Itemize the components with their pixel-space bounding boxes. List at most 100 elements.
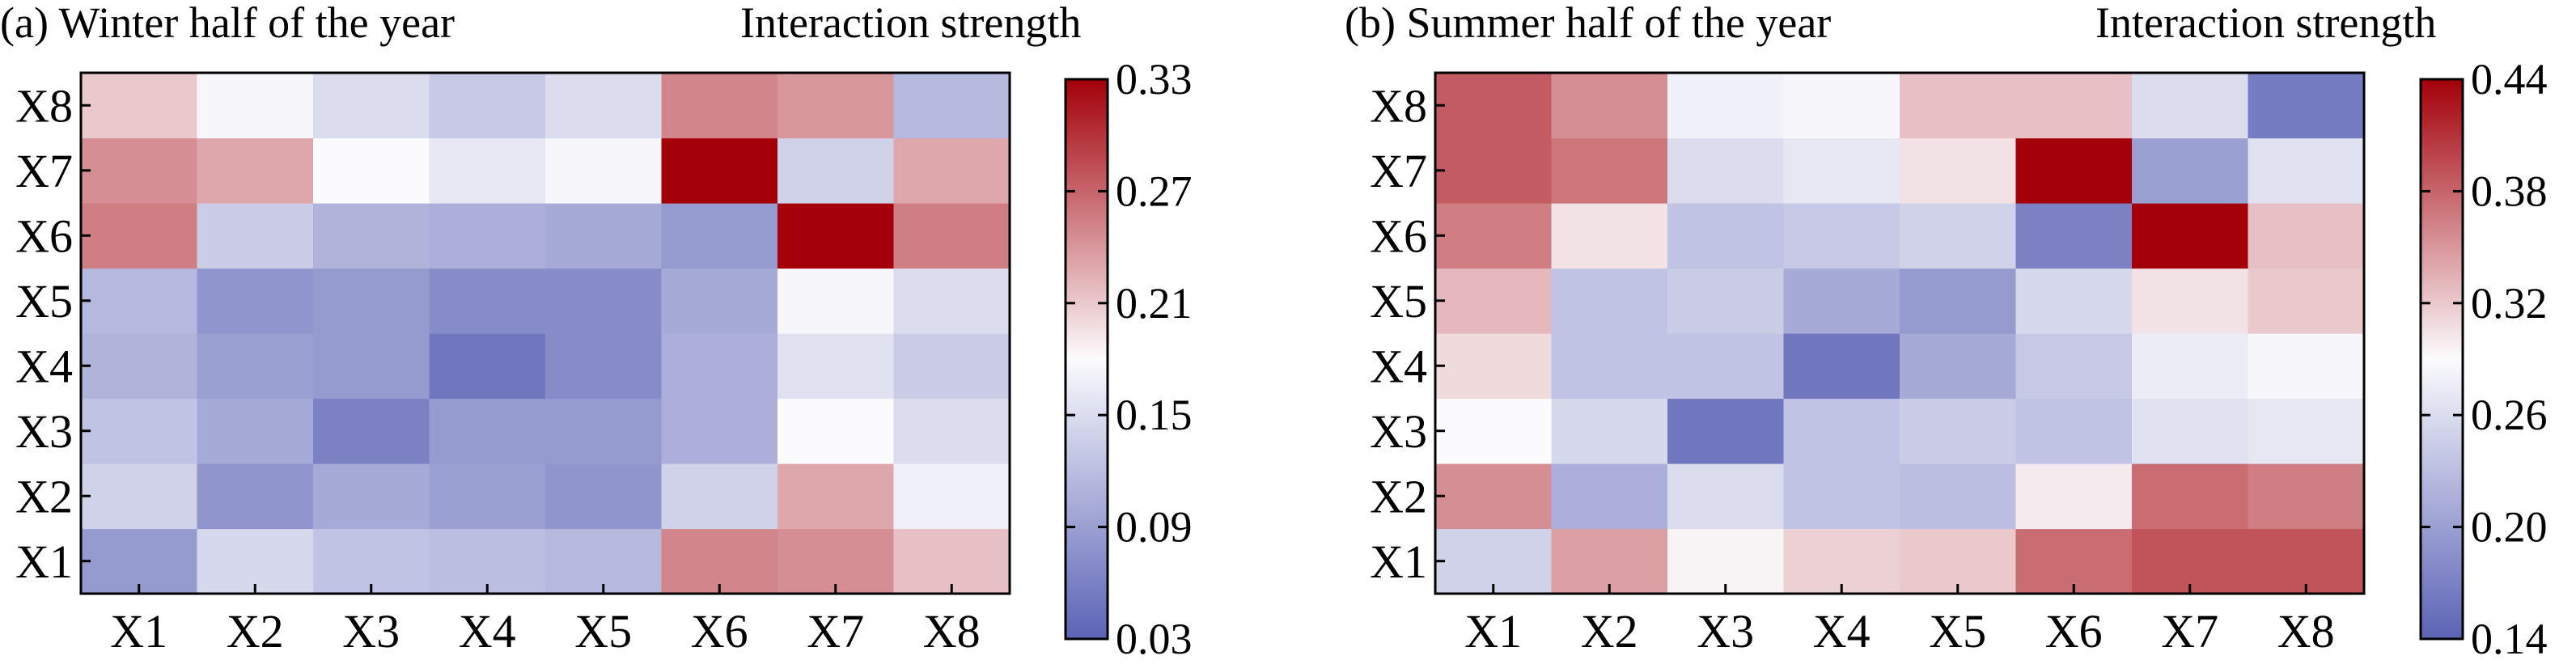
heatmap-cell-winter-X8-X2	[197, 73, 314, 139]
heatmap-cell-summer-X6-X1	[1435, 203, 1553, 269]
y-tick-label: X1	[15, 535, 73, 588]
colorbar-tick-label: 0.26	[2471, 391, 2548, 439]
x-tick-label: X7	[2161, 605, 2218, 658]
heatmap-cell-summer-X5-X6	[2015, 268, 2133, 334]
heatmap-cell-winter-X7-X4	[429, 137, 546, 204]
colorbar-gradient-summer	[2419, 78, 2464, 641]
heatmap-cell-winter-X8-X1	[81, 73, 198, 139]
x-tick-label: X4	[459, 605, 516, 658]
heatmap-cell-winter-X5-X8	[893, 268, 1010, 334]
heatmap-cell-winter-X8-X5	[545, 73, 663, 139]
heatmap-cell-summer-X5-X5	[1900, 268, 2017, 334]
heatmap-cell-winter-X4-X2	[197, 333, 314, 400]
heatmap-cell-summer-X7-X4	[1783, 137, 1900, 204]
heatmap-cell-winter-X6-X4	[429, 203, 546, 269]
heatmap-cell-summer-X3-X1	[1435, 398, 1553, 464]
heatmap-cell-winter-X4-X5	[545, 333, 663, 400]
heatmap-cell-winter-X7-X2	[197, 137, 314, 204]
heatmap-cell-summer-X2-X2	[1551, 463, 1668, 530]
heatmap-cell-winter-X6-X6	[661, 203, 778, 269]
heatmap-cell-winter-X2-X1	[81, 463, 198, 530]
colorbar-tick-label: 0.33	[1116, 55, 1193, 104]
heatmap-cell-winter-X3-X5	[545, 398, 663, 464]
y-tick-label: X6	[1370, 209, 1427, 262]
heatmap-panel-summer: (b) Summer half of the year Interaction …	[1345, 0, 2548, 663]
x-tick-label: X5	[1929, 605, 1986, 658]
heatmap-cell-winter-X1-X1	[81, 528, 198, 594]
heatmap-cell-winter-X1-X7	[777, 528, 895, 594]
heatmap-cell-winter-X2-X6	[661, 463, 778, 530]
heatmap-cell-winter-X3-X4	[429, 398, 546, 464]
heatmap-cell-winter-X2-X7	[777, 463, 895, 530]
heatmap-cell-winter-X6-X7	[777, 203, 895, 269]
heatmap-cell-summer-X1-X8	[2248, 528, 2365, 594]
heatmap-cell-winter-X3-X1	[81, 398, 198, 464]
heatmap-cell-summer-X3-X8	[2248, 398, 2365, 464]
heatmap-cell-summer-X6-X2	[1551, 203, 1668, 269]
x-tick-label: X7	[807, 605, 864, 658]
heatmap-panel-winter: (a) Winter half of the year Interaction …	[0, 0, 1193, 663]
heatmap-cell-summer-X2-X8	[2248, 463, 2365, 530]
colorbar-winter: 0.33 0.27 0.21 0.15 0.09 0.03	[1064, 55, 1193, 663]
colorbar-tick-label: 0.44	[2471, 55, 2548, 104]
heatmap-cell-summer-X2-X7	[2132, 463, 2249, 530]
colorbar-summer: 0.44 0.38 0.32 0.26 0.20 0.14	[2419, 55, 2548, 663]
heatmap-cell-winter-X6-X3	[313, 203, 430, 269]
heatmap-cell-winter-X4-X8	[893, 333, 1010, 400]
colorbar-tick-label: 0.38	[2471, 167, 2548, 215]
heatmap-cell-winter-X4-X1	[81, 333, 198, 400]
x-tick-label: X3	[1697, 605, 1754, 658]
heatmap-cell-winter-X7-X7	[777, 137, 895, 204]
panel-title-winter: (a) Winter half of the year	[0, 0, 455, 47]
y-tick-label: X3	[15, 405, 73, 458]
heatmap-cells-summer	[1435, 73, 2365, 594]
heatmap-cell-winter-X5-X2	[197, 268, 314, 334]
heatmap-cell-winter-X6-X5	[545, 203, 663, 269]
heatmap-cell-summer-X8-X5	[1900, 73, 2017, 139]
y-axis-winter: X1 X2 X3 X4 X5 X6 X7 X8	[15, 79, 91, 588]
heatmap-cell-winter-X5-X7	[777, 268, 895, 334]
heatmap-cell-winter-X2-X3	[313, 463, 430, 530]
heatmap-cell-winter-X7-X8	[893, 137, 1010, 204]
heatmap-cell-summer-X7-X8	[2248, 137, 2365, 204]
y-tick-label: X8	[1370, 79, 1427, 132]
colorbar-tick-label: 0.21	[1116, 279, 1193, 328]
x-tick-label: X4	[1813, 605, 1871, 658]
heatmap-cell-winter-X1-X8	[893, 528, 1010, 594]
y-tick-label: X7	[15, 145, 73, 197]
x-tick-label: X3	[342, 605, 400, 658]
heatmap-cell-winter-X2-X5	[545, 463, 663, 530]
plot-frame-winter	[79, 71, 1011, 595]
heatmap-cell-winter-X5-X5	[545, 268, 663, 334]
colorbar-tick-label: 0.03	[1116, 615, 1193, 663]
heatmap-cell-summer-X5-X2	[1551, 268, 1668, 334]
y-tick-label: X2	[15, 470, 73, 522]
heatmap-cell-summer-X6-X8	[2248, 203, 2365, 269]
heatmap-cell-summer-X1-X5	[1900, 528, 2017, 594]
heatmap-cell-summer-X8-X7	[2132, 73, 2249, 139]
heatmap-cell-winter-X1-X6	[661, 528, 778, 594]
heatmap-cell-summer-X1-X1	[1435, 528, 1553, 594]
x-tick-label: X1	[110, 605, 167, 658]
heatmap-cell-summer-X8-X3	[1667, 73, 1785, 139]
heatmap-cell-summer-X7-X6	[2015, 137, 2133, 204]
heatmap-cell-winter-X5-X4	[429, 268, 546, 334]
heatmap-cell-summer-X5-X3	[1667, 268, 1785, 334]
heatmap-cell-summer-X7-X5	[1900, 137, 2017, 204]
heatmap-cell-summer-X8-X2	[1551, 73, 1668, 139]
colorbar-tick-label: 0.15	[1116, 391, 1193, 439]
heatmap-cell-winter-X2-X2	[197, 463, 314, 530]
heatmap-cell-winter-X1-X2	[197, 528, 314, 594]
heatmap-cell-winter-X6-X8	[893, 203, 1010, 269]
heatmap-cell-summer-X4-X1	[1435, 333, 1553, 400]
heatmap-cell-summer-X3-X3	[1667, 398, 1785, 464]
heatmap-cell-winter-X5-X3	[313, 268, 430, 334]
colorbar-tick-label: 0.14	[2471, 615, 2548, 663]
heatmap-cell-winter-X4-X7	[777, 333, 895, 400]
y-tick-label: X5	[15, 275, 73, 328]
heatmap-cell-summer-X8-X8	[2248, 73, 2365, 139]
heatmap-cell-winter-X8-X4	[429, 73, 546, 139]
heatmap-cell-winter-X3-X8	[893, 398, 1010, 464]
y-tick-label: X4	[15, 340, 73, 392]
